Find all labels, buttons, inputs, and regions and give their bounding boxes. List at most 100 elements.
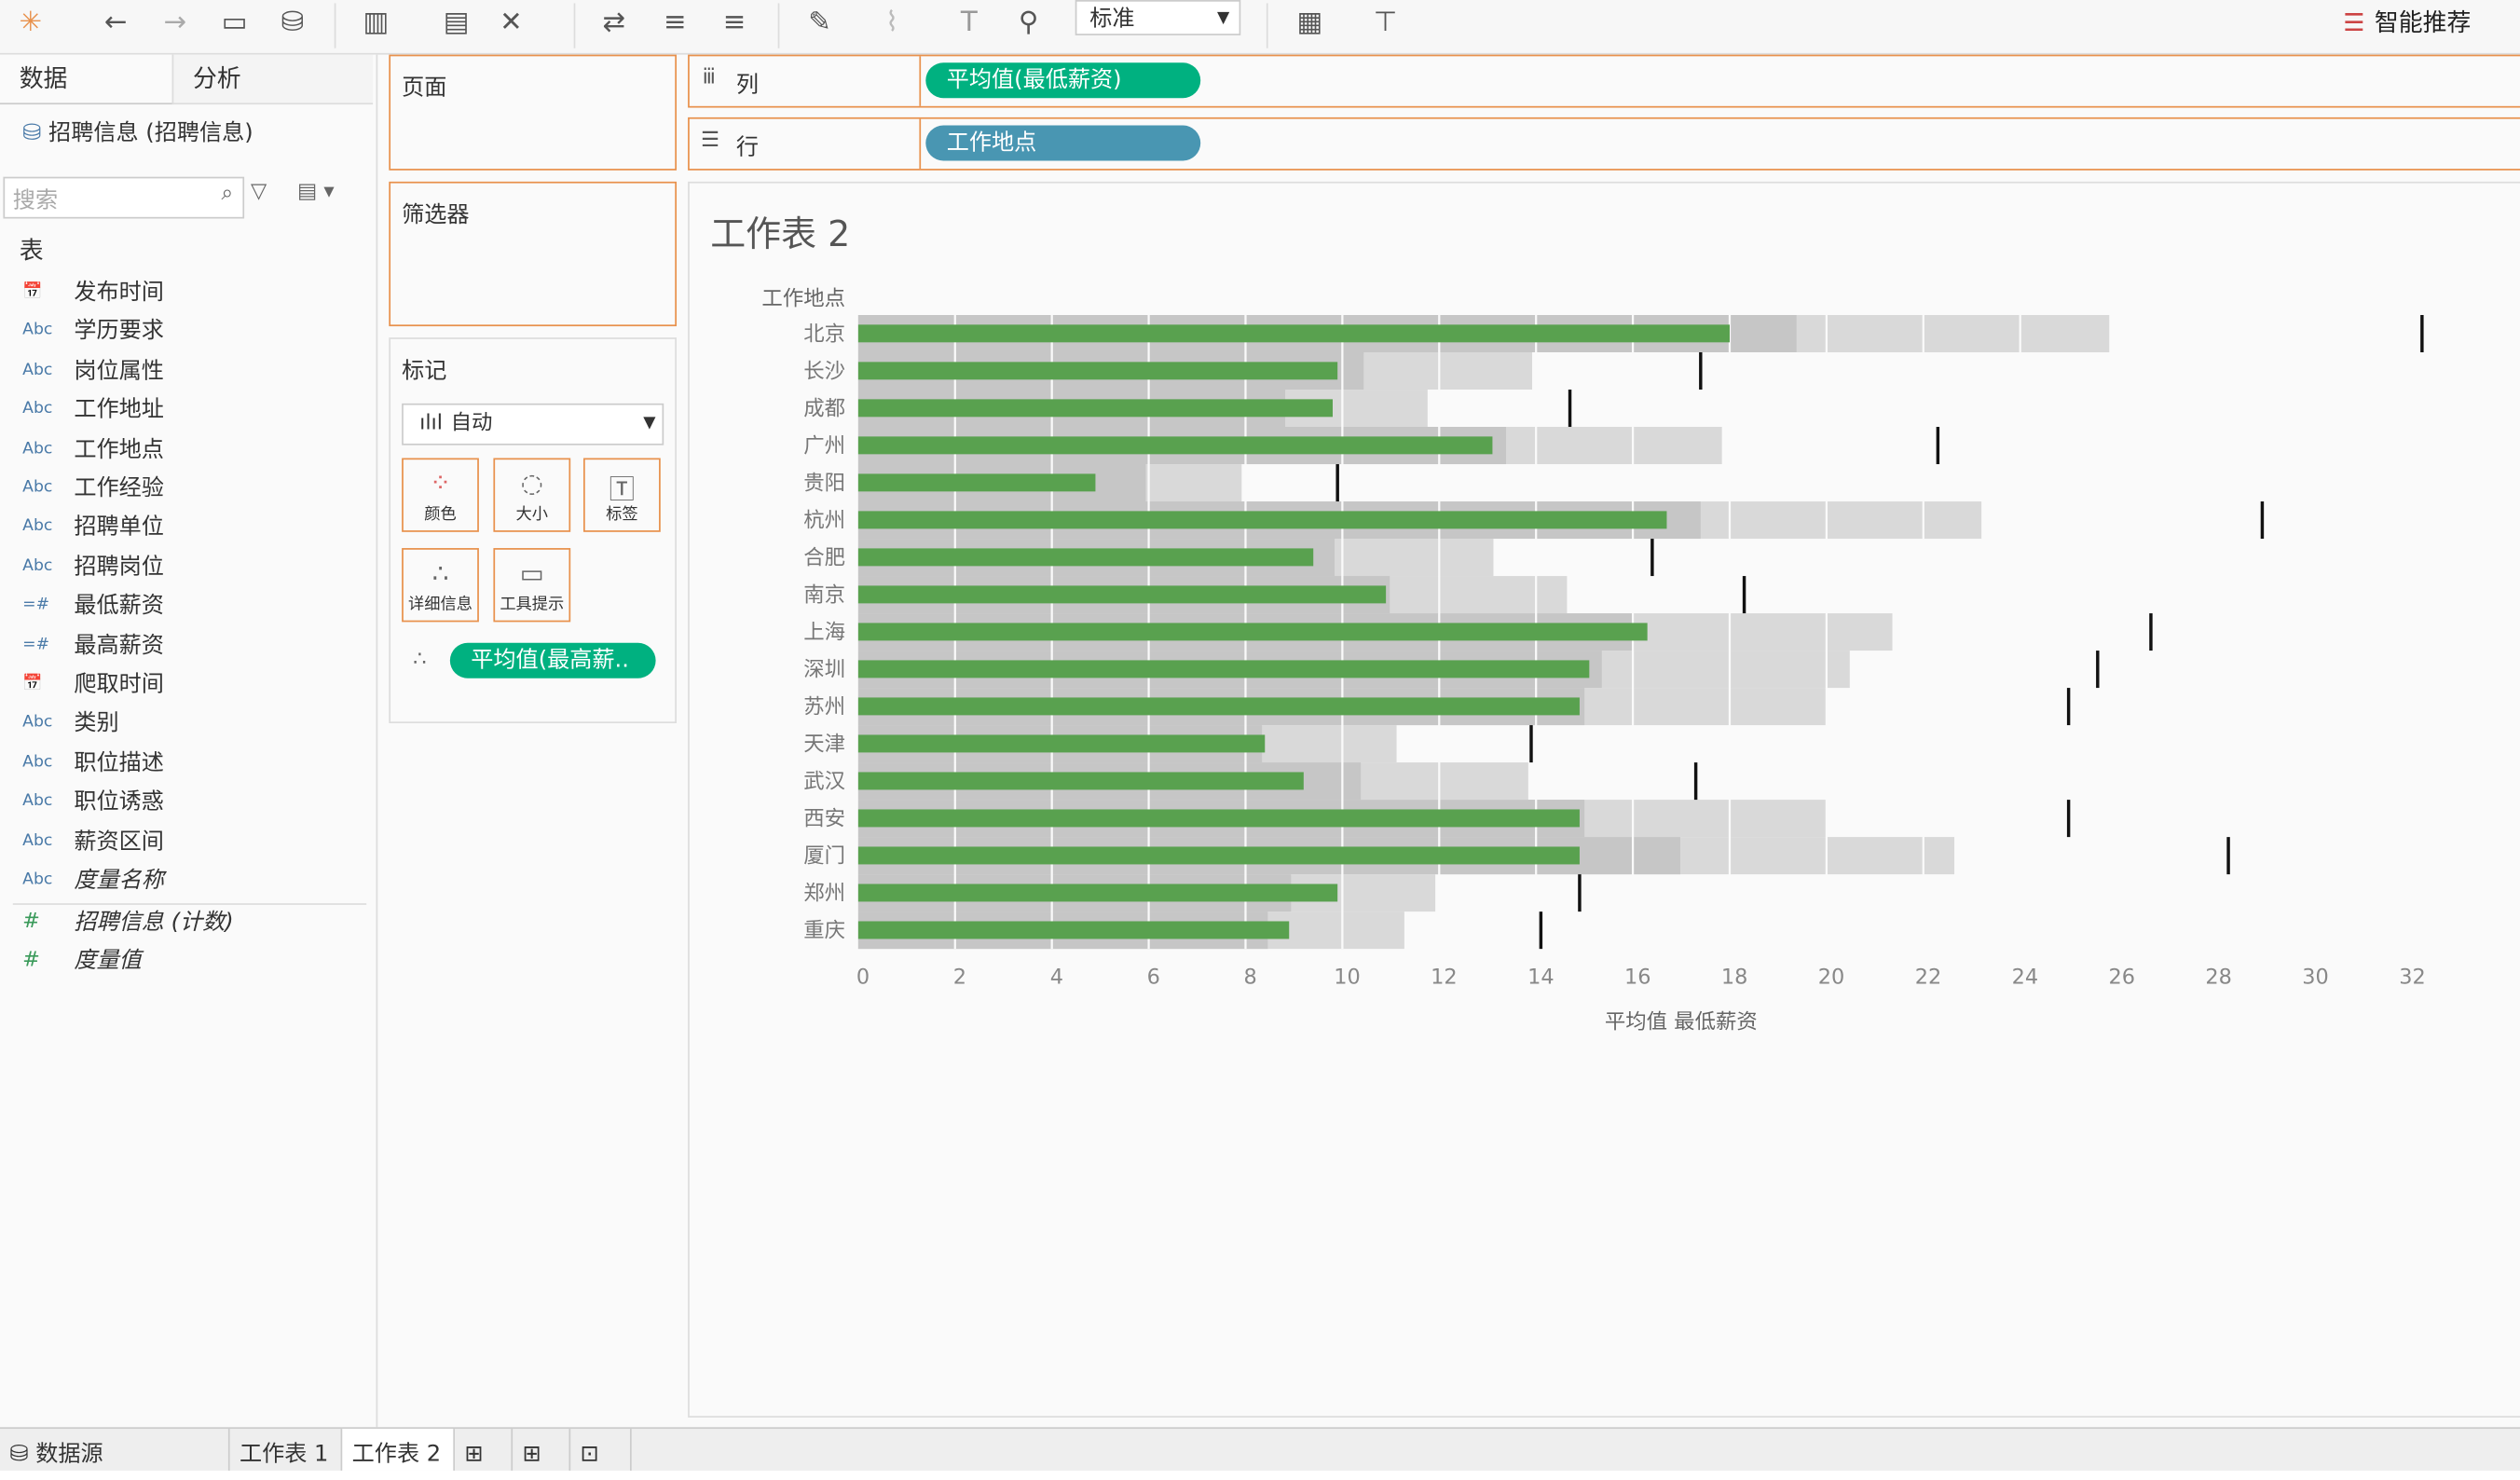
field-item[interactable]: Abc 工作地址 — [0, 391, 370, 429]
field-item[interactable]: Abc 工作地点 — [0, 430, 370, 468]
field-name: 爬取时间 — [74, 671, 164, 698]
detail-pill[interactable]: 平均值(最高薪.. — [449, 642, 656, 678]
bar-min-salary — [857, 921, 1290, 939]
group-icon[interactable]: ⌇ — [884, 6, 899, 39]
field-item[interactable]: Abc 职位诱惑 — [0, 783, 370, 821]
field-item[interactable]: Abc 招聘岗位 — [0, 548, 370, 586]
tab-analysis[interactable]: 分析 — [171, 54, 374, 105]
size-button[interactable]: ◌ 大小 — [493, 458, 571, 532]
mark-type-select[interactable]: ılıl 自动 ▼ — [402, 403, 664, 445]
sort-desc-icon[interactable]: ≡ — [722, 6, 746, 39]
tab-sheet-2[interactable]: 工作表 2 — [342, 1429, 456, 1471]
color-icon: ⁘ — [429, 467, 452, 499]
new-worksheet-icon[interactable]: ▥ — [363, 6, 390, 39]
mark-type-value: 自动 — [450, 411, 493, 436]
presentation-icon[interactable]: ⊤ — [1373, 6, 1398, 39]
rows-pill[interactable]: 工作地点 — [925, 125, 1201, 161]
bar-min-salary — [857, 324, 1730, 343]
chevron-down-icon: ▼ — [1216, 9, 1230, 28]
field-name: 度量名称 — [74, 868, 164, 894]
columns-pill[interactable]: 平均值(最低薪资) — [925, 62, 1201, 99]
field-item[interactable]: 📅 发布时间 — [0, 273, 370, 311]
x-tick-label: 18 — [1721, 965, 1748, 989]
filter-icon[interactable]: ▽ — [251, 180, 267, 205]
x-tick-label: 8 — [1244, 965, 1257, 989]
field-item[interactable]: Abc 工作经验 — [0, 470, 370, 508]
field-item[interactable]: Abc 职位描述 — [0, 744, 370, 782]
new-dashboard-icon[interactable]: ⊞ — [513, 1429, 571, 1471]
bar-min-salary — [857, 362, 1338, 380]
field-item[interactable]: =# 最高薪资 — [0, 626, 370, 665]
bar-min-salary — [857, 846, 1580, 865]
duplicate-icon[interactable]: ▤ — [443, 6, 470, 39]
field-item[interactable]: =# 最低薪资 — [0, 587, 370, 625]
datasource-item[interactable]: ⛁ 招聘信息 (招聘信息) — [22, 116, 253, 147]
swap-icon[interactable]: ⇄ — [602, 6, 626, 39]
field-item[interactable]: Abc 类别 — [0, 705, 370, 743]
tab-datasource[interactable]: ⛁ 数据源 — [0, 1429, 230, 1471]
rows-icon: ☰ — [700, 128, 719, 153]
size-label: 大小 — [515, 506, 549, 525]
datasource-icon: ⛁ — [9, 1441, 36, 1468]
toolbar: ✳ ← → ▭ ⛁ ▥ ▤ ✕ ⇄ ≡ ≡ ✎ ⌇ T ⚲ 标准 ▼ ▦ ⊤ ☰ 智… — [0, 0, 2520, 55]
row-header: 工作地点 — [761, 287, 845, 311]
field-item[interactable]: Abc 岗位属性 — [0, 351, 370, 390]
tab-sheet-1[interactable]: 工作表 1 — [230, 1429, 343, 1471]
color-button[interactable]: ⁘ 颜色 — [402, 458, 479, 532]
tab-data[interactable]: 数据 — [0, 55, 172, 105]
save-icon[interactable]: ▭ — [221, 6, 248, 39]
new-worksheet-icon[interactable]: ⊞ — [455, 1429, 514, 1471]
tooltip-button[interactable]: ▭ 工具提示 — [493, 548, 571, 623]
highlight-icon[interactable]: ✎ — [808, 6, 831, 39]
field-name: 工作地点 — [74, 436, 164, 462]
field-name: 发布时间 — [74, 280, 164, 306]
forward-icon[interactable]: → — [163, 6, 187, 39]
x-tick-label: 14 — [1527, 965, 1554, 989]
tooltip-icon: ▭ — [519, 557, 544, 589]
sort-asc-icon[interactable]: ≡ — [663, 6, 687, 39]
fit-mode-select[interactable]: 标准 ▼ — [1075, 0, 1241, 35]
smart-recommend-button[interactable]: ☰ 智能推荐 — [2343, 5, 2471, 38]
field-item[interactable]: Abc 招聘单位 — [0, 509, 370, 547]
back-icon[interactable]: ← — [103, 6, 128, 39]
field-item[interactable]: Abc 薪资区间 — [0, 822, 370, 860]
clear-icon[interactable]: ✕ — [500, 6, 523, 39]
field-name: 招聘岗位 — [74, 554, 164, 581]
field-item[interactable]: 📅 爬取时间 — [0, 665, 370, 704]
sheet-tabs-bar: ⛁ 数据源 工作表 1 工作表 2 ⊞ ⊞ ⊡ — [0, 1427, 2520, 1471]
field-type-icon: Abc — [22, 478, 53, 497]
field-item[interactable]: Abc 学历要求 — [0, 312, 370, 350]
bar-min-salary — [857, 697, 1580, 716]
detail-button[interactable]: ∴ 详细信息 — [402, 548, 479, 623]
search-input[interactable]: 搜索 ⌕ — [3, 176, 245, 219]
field-item[interactable]: Abc 度量名称 — [0, 861, 370, 899]
pages-shelf[interactable]: 页面 — [389, 54, 678, 171]
show-me-icon[interactable]: ▦ — [1296, 6, 1323, 39]
bar-min-salary — [857, 511, 1667, 529]
pages-shelf-title: 页面 — [402, 75, 447, 102]
x-tick-label: 0 — [856, 965, 870, 989]
label-icon[interactable]: T — [960, 6, 978, 39]
field-name: 招聘单位 — [74, 514, 164, 541]
detail-icon: ∴ — [413, 647, 427, 672]
measure-item[interactable]: # 招聘信息 (计数) — [0, 903, 370, 941]
x-tick-label: 6 — [1147, 965, 1160, 989]
row-label: 天津 — [803, 733, 845, 757]
view-list-icon[interactable]: ▤ ▾ — [297, 180, 335, 205]
measure-item[interactable]: # 度量值 — [0, 942, 370, 980]
new-story-icon[interactable]: ⊡ — [570, 1429, 632, 1471]
pin-icon[interactable]: ⚲ — [1018, 6, 1039, 39]
columns-shelf[interactable]: ⅲ 列 平均值(最低薪资) — [688, 54, 2520, 108]
search-placeholder: 搜索 — [12, 187, 59, 214]
row-label: 合肥 — [803, 546, 845, 570]
tableau-logo-icon[interactable]: ✳ — [19, 6, 43, 39]
columns-label: 列 — [735, 72, 759, 99]
field-name: 招聘信息 (计数) — [74, 910, 234, 936]
rows-shelf[interactable]: ☰ 行 工作地点 — [688, 116, 2520, 171]
label-button[interactable]: 🅃 标签 — [582, 458, 661, 532]
x-tick-label: 24 — [2012, 965, 2039, 989]
bar-min-salary — [857, 399, 1333, 418]
new-datasource-icon[interactable]: ⛁ — [281, 6, 305, 39]
filters-shelf[interactable]: 筛选器 — [389, 181, 678, 327]
